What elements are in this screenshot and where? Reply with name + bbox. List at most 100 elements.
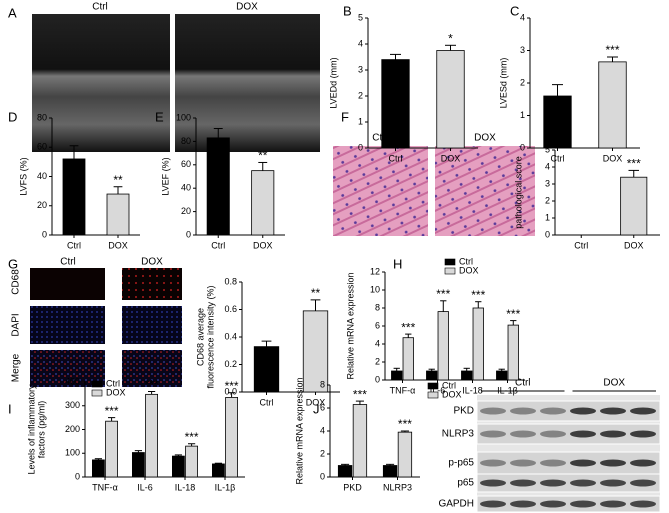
fluorescence-image: [122, 306, 182, 344]
blot-row-label: p-p65: [448, 458, 474, 469]
bar: [106, 193, 130, 236]
y-tick-label: 80: [181, 136, 191, 146]
significance: ***: [185, 430, 199, 444]
x-tick-label: Ctrl: [551, 153, 565, 163]
bar: [185, 445, 199, 478]
significance: ***: [605, 43, 619, 57]
bar: [337, 465, 353, 478]
y-tick-label: 60: [37, 142, 47, 152]
y-tick-label: 300: [65, 400, 80, 410]
bar: [543, 95, 572, 149]
panel-letter: B: [343, 3, 352, 18]
legend-label: DOX: [459, 265, 479, 275]
y-axis-label: fluorescence intensity (%): [205, 285, 215, 388]
bar: [472, 307, 484, 381]
blot-band: [480, 407, 506, 415]
bar: [598, 61, 627, 149]
panel-letter: E: [155, 109, 164, 124]
y-tick-label: 0: [375, 374, 380, 384]
legend-label: Ctrl: [106, 378, 120, 388]
blot-band: [630, 407, 656, 415]
y-tick-label: 5: [358, 12, 363, 22]
blot-band: [600, 479, 626, 487]
legend-label: DOX: [442, 389, 462, 399]
x-tick-label: DOX: [306, 397, 326, 407]
y-tick-label: 6: [320, 402, 325, 412]
y-tick-label: 2: [375, 356, 380, 366]
x-tick-label: IL-1β: [497, 385, 518, 395]
blot-row-label: GAPDH: [438, 499, 474, 510]
panel-letter: F: [341, 109, 349, 124]
significance: ***: [506, 307, 520, 321]
x-tick-label: IL-6: [430, 385, 446, 395]
y-tick-label: 4: [545, 161, 550, 171]
blot-band: [540, 459, 566, 467]
y-tick-label: 20: [181, 206, 191, 216]
histology-image: [333, 146, 428, 236]
x-tick-label: Ctrl: [574, 240, 588, 250]
image-label: Merge: [11, 353, 22, 382]
y-tick-label: 5: [545, 144, 550, 154]
y-tick-label: 0: [358, 142, 363, 152]
y-tick-label: 4: [375, 338, 380, 348]
x-tick-label: DOX: [603, 153, 623, 163]
significance: **: [113, 173, 123, 187]
y-tick-label: 0: [520, 142, 525, 152]
legend-label: Ctrl: [442, 380, 456, 390]
blot-band: [480, 459, 506, 467]
panel-letter: J: [313, 401, 320, 416]
y-tick-label: 4: [358, 38, 363, 48]
blot-band: [600, 500, 626, 508]
x-tick-label: Ctrl: [389, 153, 403, 163]
blot-band: [630, 430, 656, 438]
blot-band: [540, 500, 566, 508]
y-tick-label: 2: [520, 77, 525, 87]
bar: [620, 176, 648, 236]
significance: ***: [398, 417, 412, 431]
y-tick-label: 40: [37, 171, 47, 181]
blot-band: [570, 500, 596, 508]
x-tick-label: IL-6: [137, 482, 153, 492]
x-tick-label: TNF-α: [92, 482, 118, 492]
echo-image: [32, 14, 170, 152]
fluorescence-image: [122, 268, 182, 300]
y-tick-label: 2: [358, 90, 363, 100]
y-tick-label: 0: [75, 471, 80, 481]
y-tick-label: 1: [520, 110, 525, 120]
blot-strip: [476, 400, 661, 422]
y-axis-label: LVEDd (mm): [328, 57, 338, 108]
y-tick-label: 4: [520, 12, 525, 22]
legend-label: Ctrl: [459, 256, 473, 266]
x-tick-label: PKD: [343, 482, 362, 492]
histology-image: [435, 146, 535, 236]
blot-strip: [476, 473, 661, 493]
blot-band: [510, 479, 536, 487]
bar: [402, 337, 414, 381]
bar: [225, 397, 239, 478]
y-axis-label: Relative mRNA expression: [294, 377, 304, 484]
y-tick-label: 1: [545, 212, 550, 222]
significance: ***: [353, 387, 367, 401]
image-label: DAPI: [11, 313, 22, 336]
image-label: DOX: [474, 133, 496, 144]
blot-band: [510, 407, 536, 415]
bar: [496, 370, 508, 381]
y-tick-label: 0.0: [224, 386, 237, 396]
legend-swatch: [91, 380, 103, 388]
significance: ***: [225, 379, 239, 393]
echo-image: [175, 14, 320, 152]
x-tick-label: Ctrl: [260, 397, 274, 407]
y-tick-label: 400: [65, 376, 80, 386]
y-tick-label: 8: [320, 379, 325, 389]
y-tick-label: 40: [181, 183, 191, 193]
y-axis-label: factors (pg/ml): [36, 401, 46, 459]
y-tick-label: 6: [375, 320, 380, 330]
bar: [426, 370, 438, 381]
significance: *: [448, 31, 453, 45]
significance: ***: [436, 287, 450, 301]
image-label: CD68: [11, 269, 22, 295]
y-tick-label: 0: [320, 471, 325, 481]
blot-band: [600, 430, 626, 438]
